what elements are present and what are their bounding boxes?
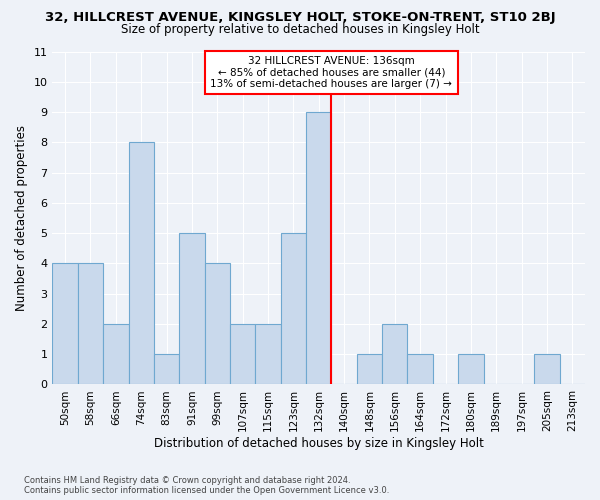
Bar — [78, 264, 103, 384]
Bar — [128, 142, 154, 384]
Bar — [357, 354, 382, 384]
Y-axis label: Number of detached properties: Number of detached properties — [15, 125, 28, 311]
Text: 32 HILLCREST AVENUE: 136sqm
← 85% of detached houses are smaller (44)
13% of sem: 32 HILLCREST AVENUE: 136sqm ← 85% of det… — [211, 56, 452, 89]
Bar — [205, 264, 230, 384]
Bar — [306, 112, 331, 384]
Bar — [179, 233, 205, 384]
Bar — [52, 264, 78, 384]
X-axis label: Distribution of detached houses by size in Kingsley Holt: Distribution of detached houses by size … — [154, 437, 484, 450]
Bar — [281, 233, 306, 384]
Bar — [230, 324, 256, 384]
Bar — [382, 324, 407, 384]
Text: Contains HM Land Registry data © Crown copyright and database right 2024.
Contai: Contains HM Land Registry data © Crown c… — [24, 476, 389, 495]
Bar — [458, 354, 484, 384]
Bar — [154, 354, 179, 384]
Bar — [534, 354, 560, 384]
Bar — [407, 354, 433, 384]
Bar — [103, 324, 128, 384]
Text: 32, HILLCREST AVENUE, KINGSLEY HOLT, STOKE-ON-TRENT, ST10 2BJ: 32, HILLCREST AVENUE, KINGSLEY HOLT, STO… — [44, 12, 556, 24]
Bar — [256, 324, 281, 384]
Text: Size of property relative to detached houses in Kingsley Holt: Size of property relative to detached ho… — [121, 22, 479, 36]
